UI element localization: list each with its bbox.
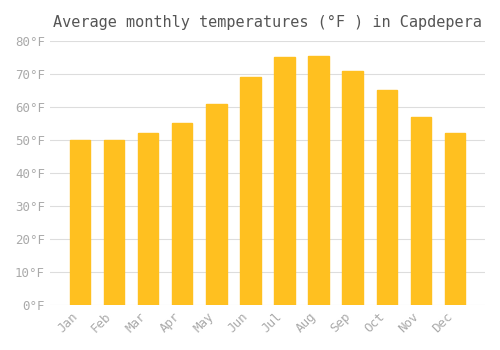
Bar [206,104,227,204]
Bar [274,57,294,305]
Bar [240,77,260,305]
Bar [342,71,363,305]
Bar [445,133,465,219]
Bar [172,124,193,305]
Bar [274,57,294,181]
Bar [206,104,227,305]
Bar [308,56,329,180]
Bar [376,90,397,305]
Bar [206,104,227,305]
Bar [445,133,465,305]
Bar [70,140,90,305]
Bar [104,140,124,305]
Bar [104,140,124,305]
Bar [410,117,431,211]
Title: Average monthly temperatures (°F ) in Capdepera: Average monthly temperatures (°F ) in Ca… [53,15,482,30]
Bar [308,56,329,305]
Bar [376,90,397,305]
Bar [70,140,90,223]
Bar [138,133,158,305]
Bar [342,71,363,305]
Bar [342,71,363,188]
Bar [376,90,397,198]
Bar [138,133,158,219]
Bar [410,117,431,305]
Bar [138,133,158,305]
Bar [240,77,260,191]
Bar [104,140,124,223]
Bar [240,77,260,305]
Bar [274,57,294,305]
Bar [172,124,193,305]
Bar [410,117,431,305]
Bar [172,124,193,214]
Bar [445,133,465,305]
Bar [308,56,329,305]
Bar [70,140,90,305]
